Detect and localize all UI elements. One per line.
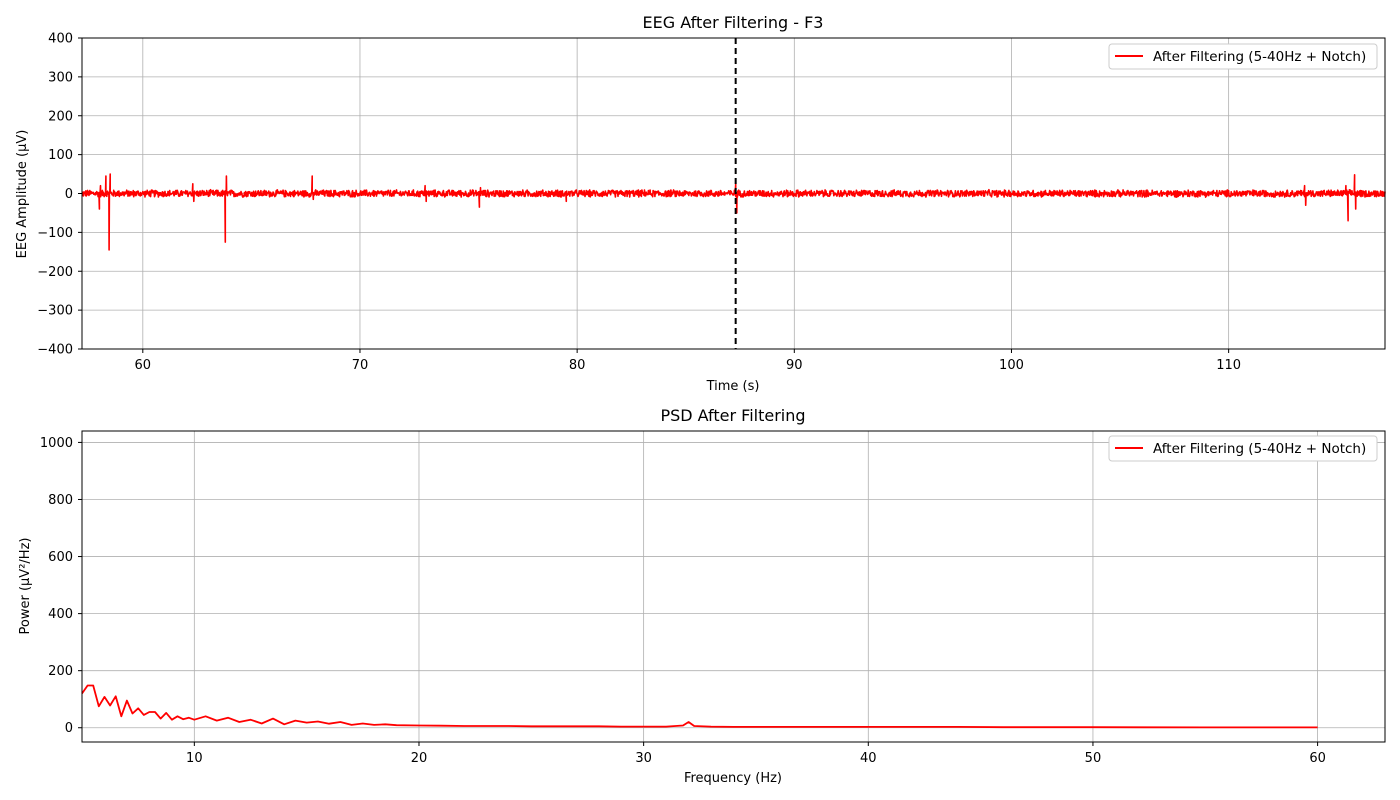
psd-plot-frame (81, 430, 1386, 743)
eeg-time-series-plot: EEG After Filtering - F3 60 70 80 90 100 110 −… (15, 13, 1386, 394)
psd-y-tick-label: 200 (48, 664, 73, 679)
eeg-signal-series (81, 173, 1386, 251)
eeg-legend-label: After Filtering (5-40Hz + Notch) (1153, 49, 1366, 65)
psd-x-tick-label: 40 (860, 751, 877, 766)
eeg-x-tick-label: 70 (352, 358, 369, 373)
psd-line (81, 684, 1318, 729)
psd-x-tick-label: 30 (635, 751, 652, 766)
psd-grid (82, 431, 1385, 742)
eeg-y-tick-label: −100 (37, 226, 73, 241)
eeg-y-tick-label: 100 (48, 148, 73, 163)
eeg-y-tick-label: 300 (48, 70, 73, 85)
psd-x-tick-label: 20 (411, 751, 428, 766)
psd-plot: PSD After Filtering 10 20 30 40 50 6002004006… (18, 406, 1386, 786)
eeg-y-tick-label: −200 (37, 265, 73, 280)
eeg-chart-title: EEG After Filtering - F3 (643, 13, 824, 32)
eeg-y-tick-label: 400 (48, 32, 73, 47)
eeg-axis-ticks: 60 70 80 90 100 110 −400 −300 −200 −100 0 100 200 300… (37, 32, 1241, 374)
psd-x-tick-label: 60 (1309, 751, 1326, 766)
eeg-legend-box (1108, 43, 1378, 70)
eeg-y-tick-label: −300 (37, 304, 73, 319)
psd-x-tick-label: 10 (186, 751, 203, 766)
eeg-legend: After Filtering (5-40Hz + Notch) (1108, 43, 1378, 70)
eeg-y-tick-label: 200 (48, 109, 73, 124)
eeg-y-axis-label: EEG Amplitude (µV) (15, 130, 30, 259)
psd-legend-label: After Filtering (5-40Hz + Notch) (1153, 441, 1366, 457)
psd-series (81, 684, 1318, 729)
eeg-x-tick-label: 80 (569, 358, 586, 373)
eeg-signal-line (81, 173, 1386, 251)
psd-y-tick-label: 0 (65, 721, 73, 736)
psd-chart-title: PSD After Filtering (660, 406, 805, 425)
eeg-x-tick-label: 110 (1216, 358, 1241, 373)
eeg-x-tick-label: 100 (999, 358, 1024, 373)
eeg-y-tick-label: −400 (37, 343, 73, 358)
psd-y-tick-label: 400 (48, 607, 73, 622)
psd-legend: After Filtering (5-40Hz + Notch) (1108, 435, 1378, 462)
psd-legend-box (1108, 435, 1378, 462)
eeg-x-axis-label: Time (s) (706, 379, 760, 394)
psd-y-tick-label: 1000 (40, 436, 73, 451)
eeg-x-tick-label: 60 (135, 358, 152, 373)
psd-y-tick-label: 600 (48, 550, 73, 565)
eeg-y-tick-label: 0 (65, 187, 73, 202)
eeg-x-tick-label: 90 (786, 358, 803, 373)
psd-x-axis-label: Frequency (Hz) (684, 771, 782, 786)
psd-y-tick-label: 800 (48, 493, 73, 508)
psd-x-tick-label: 50 (1085, 751, 1102, 766)
psd-y-axis-label: Power (µV²/Hz) (18, 538, 33, 635)
